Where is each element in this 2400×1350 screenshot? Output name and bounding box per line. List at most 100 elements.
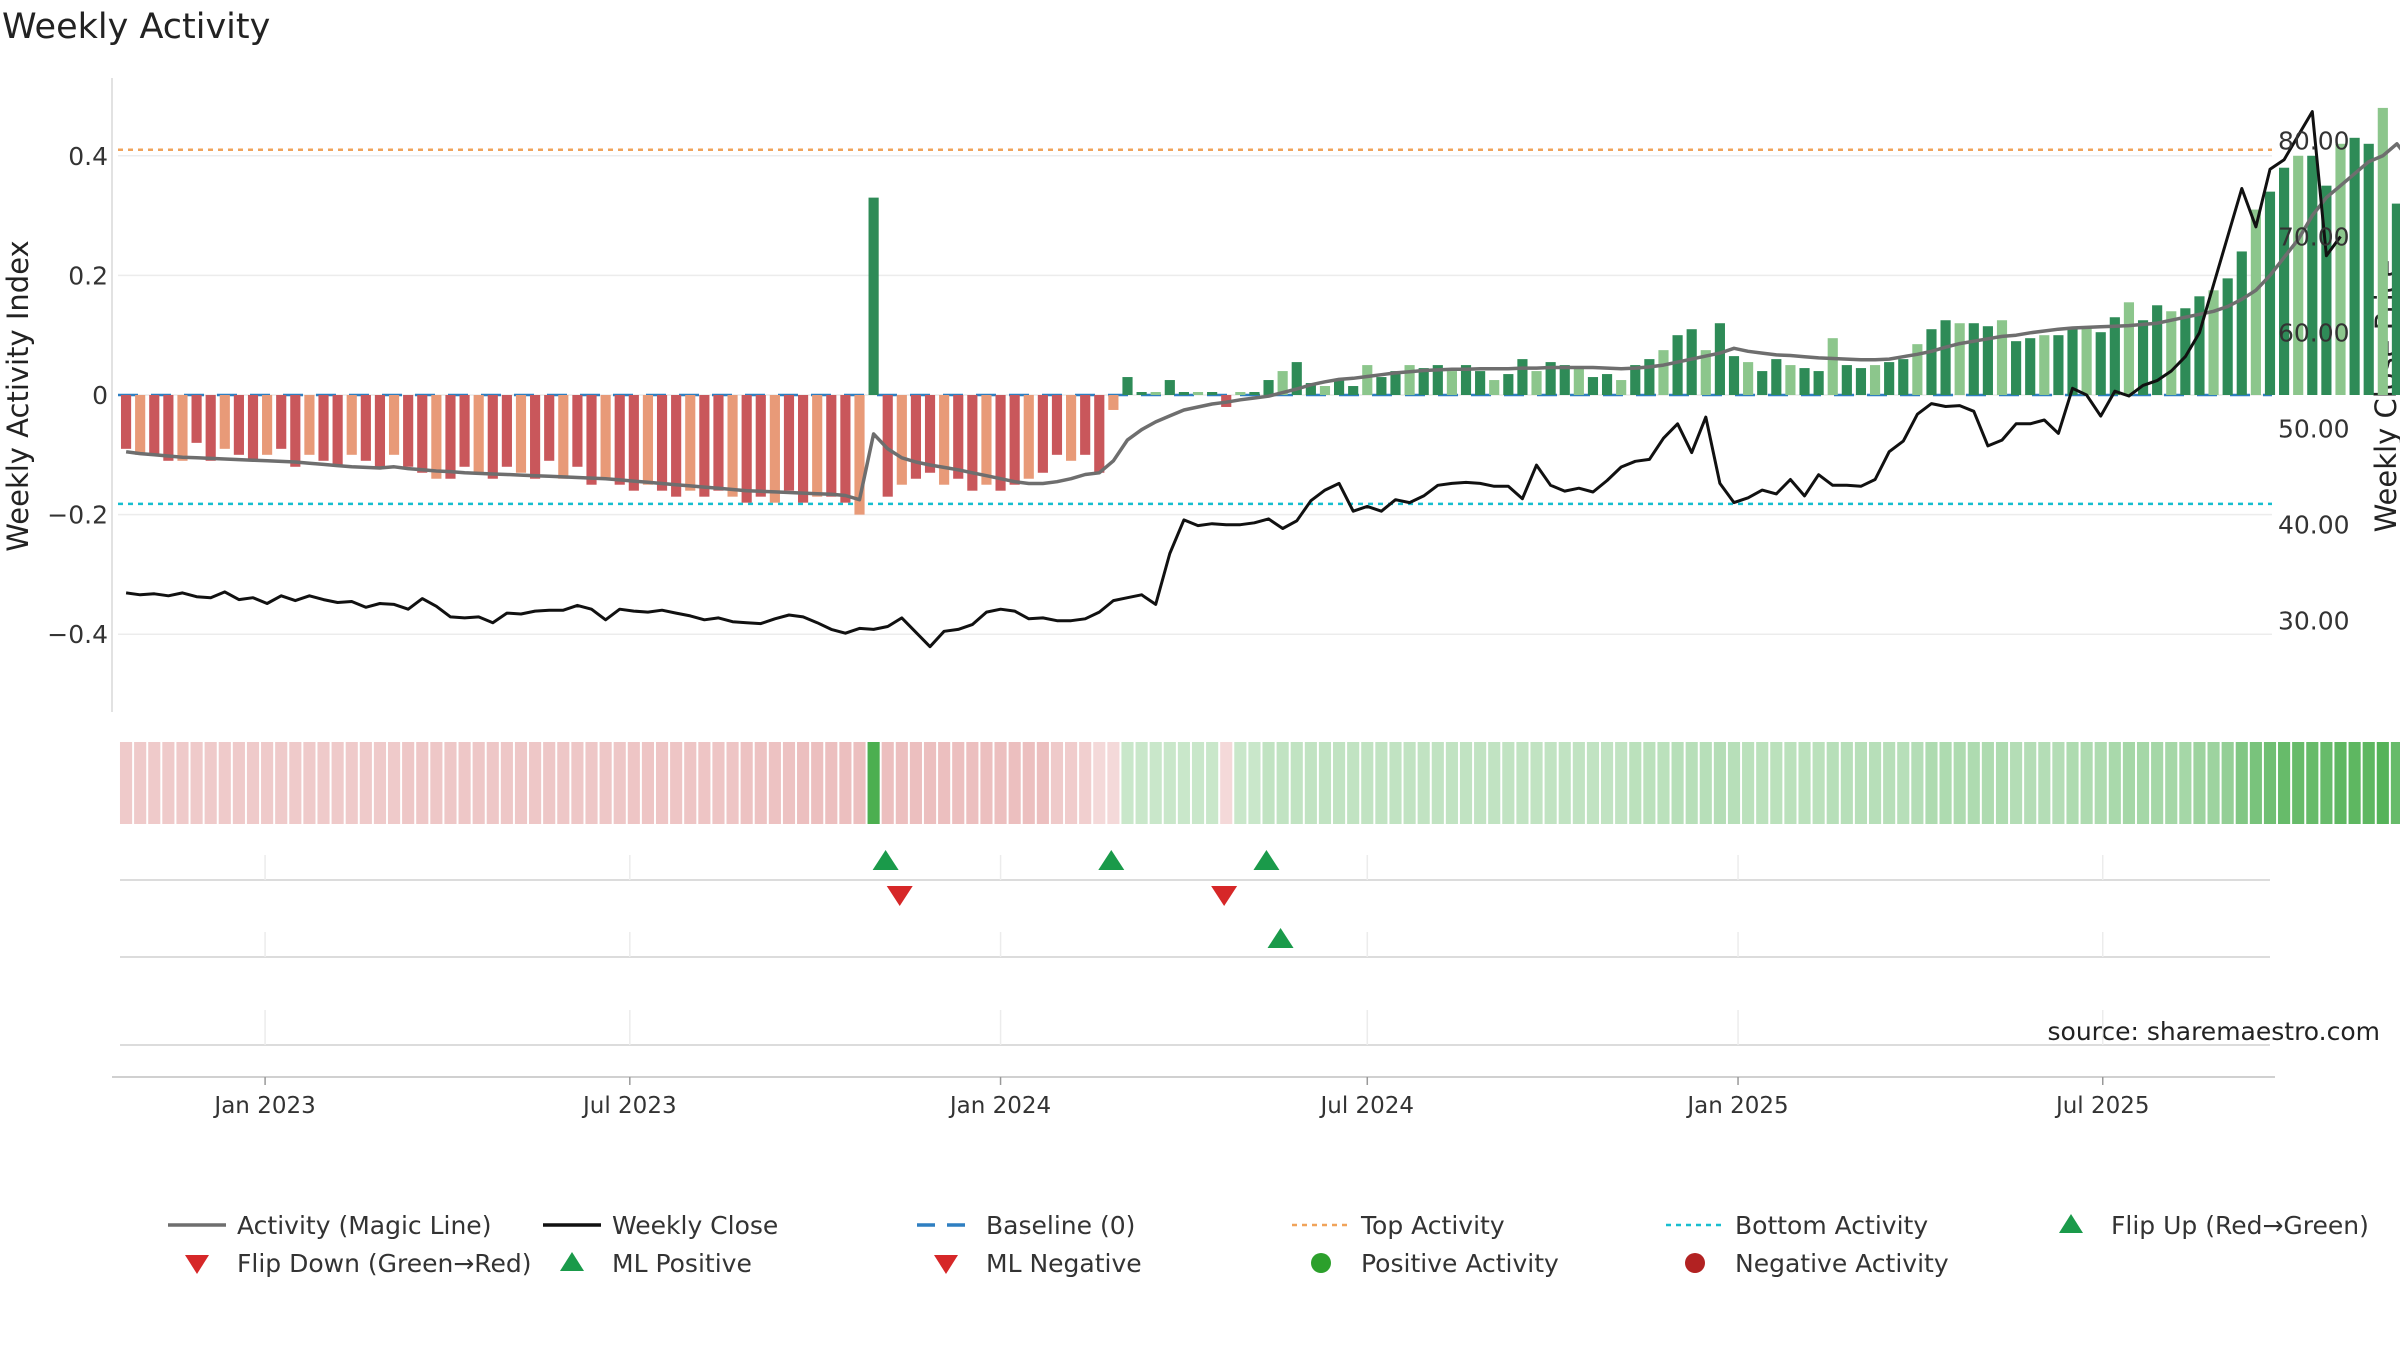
strip-cell — [641, 742, 655, 824]
activity-bar — [2363, 143, 2374, 395]
strip-cell — [1163, 742, 1176, 824]
strip-cell — [1671, 742, 1684, 824]
strip-cell — [345, 742, 358, 824]
y-tick-label: 0.2 — [68, 261, 108, 290]
y-tick-label: −0.2 — [47, 501, 108, 530]
strip-cell — [1883, 742, 1896, 824]
strip-cell — [1417, 742, 1430, 824]
strip-cell — [1290, 742, 1303, 824]
x-tick-label: Jul 2025 — [2054, 1093, 2150, 1119]
strip-cell — [1262, 742, 1275, 824]
activity-bar — [1672, 335, 1683, 395]
strip-cell — [1206, 742, 1219, 824]
activity-bars — [120, 107, 2400, 515]
activity-bar — [501, 395, 512, 467]
activity-bar — [1192, 392, 1204, 395]
strip-cell — [2207, 742, 2220, 824]
strip-cell — [952, 742, 965, 824]
strip-cell — [684, 742, 697, 824]
activity-bar — [2123, 302, 2135, 395]
series-lines — [125, 110, 2400, 649]
legend-swatch — [1685, 1253, 1705, 1273]
strip-cell — [359, 742, 372, 824]
strip-cell — [119, 742, 133, 824]
activity-bar — [318, 395, 329, 461]
activity-bar — [1630, 365, 1641, 395]
activity-bar — [1827, 338, 1838, 395]
strip-cell — [754, 742, 767, 824]
activity-bar — [2039, 335, 2050, 395]
activity-bar — [1799, 368, 1810, 395]
activity-bar — [1319, 386, 1331, 395]
legend-label: Positive Activity — [1361, 1249, 1559, 1278]
activity-bar — [854, 395, 865, 515]
y2-tick-label: 40.00 — [2278, 511, 2350, 540]
legend-swatch — [2059, 1214, 2083, 1233]
strip-cell — [768, 742, 781, 824]
activity-bar — [205, 395, 216, 461]
strip-cell — [613, 742, 626, 824]
strip-cell — [232, 742, 245, 824]
activity-bar — [2377, 107, 2388, 395]
strip-cell — [938, 742, 951, 824]
activity-bar — [1150, 392, 1161, 395]
strip-cell — [895, 742, 908, 824]
strip-cell — [1318, 742, 1332, 824]
strip-cell — [1445, 742, 1458, 824]
strip-cell — [2165, 742, 2178, 824]
strip-cell — [627, 742, 640, 824]
strip-cell — [2024, 742, 2037, 824]
activity-bar — [1164, 380, 1175, 395]
activity-bar — [1475, 371, 1486, 395]
strip-cell — [1008, 742, 1021, 824]
activity-bar — [1489, 380, 1500, 395]
activity-bar — [1136, 392, 1147, 395]
strip-cell — [557, 742, 570, 824]
strip-cell — [655, 742, 669, 824]
strip-cell — [472, 742, 485, 824]
strip-cell — [1050, 742, 1064, 824]
legend-label: Negative Activity — [1735, 1249, 1949, 1278]
strip-cell — [1107, 742, 1120, 824]
activity-bar — [953, 395, 964, 479]
strip-cell — [1826, 742, 1839, 824]
activity-bar — [247, 395, 259, 461]
legend-item: Weekly Close — [543, 1211, 778, 1240]
strip-cell — [1234, 742, 1247, 824]
strip-cell — [1375, 742, 1388, 824]
strip-cell — [416, 742, 429, 824]
legend-item: ML Positive — [560, 1249, 752, 1278]
activity-bar — [2166, 311, 2177, 395]
strip-cell — [1967, 742, 1980, 824]
strip-cell — [500, 742, 513, 824]
activity-bar — [431, 395, 442, 479]
strip-cell — [1177, 742, 1190, 824]
strip-cell — [1220, 742, 1233, 824]
activity-bar — [1573, 368, 1584, 395]
strip-cell — [1079, 742, 1092, 824]
activity-bar — [642, 395, 654, 485]
activity-bar — [1954, 323, 1965, 395]
axes: 0.4 0.2 0 −0.2 −0.4 80.00 70.00 60.00 50.00 40.00… — [47, 78, 2350, 712]
strip-cell — [2292, 742, 2305, 824]
activity-bar — [1601, 374, 1613, 395]
activity-bar — [1249, 392, 1260, 395]
activity-bar — [1277, 371, 1288, 395]
legend-item: Flip Up (Red→Green) — [2059, 1211, 2369, 1240]
activity-bar — [1559, 365, 1570, 395]
strip-cell — [1784, 742, 1797, 824]
activity-bar — [177, 395, 188, 461]
activity-bar — [1404, 365, 1415, 395]
activity-bar — [1658, 350, 1669, 395]
x-tick-label: Jan 2024 — [948, 1093, 1051, 1119]
strip-cell — [430, 742, 443, 824]
activity-bar — [1291, 362, 1302, 395]
activity-bar — [1460, 365, 1472, 395]
flip-up-marker — [1098, 850, 1125, 870]
activity-bar — [614, 395, 625, 485]
activity-bar — [2025, 338, 2036, 395]
strip-cell — [2193, 742, 2206, 824]
activity-bar — [290, 395, 301, 467]
strip-cell — [698, 742, 711, 824]
activity-bar — [374, 395, 386, 467]
